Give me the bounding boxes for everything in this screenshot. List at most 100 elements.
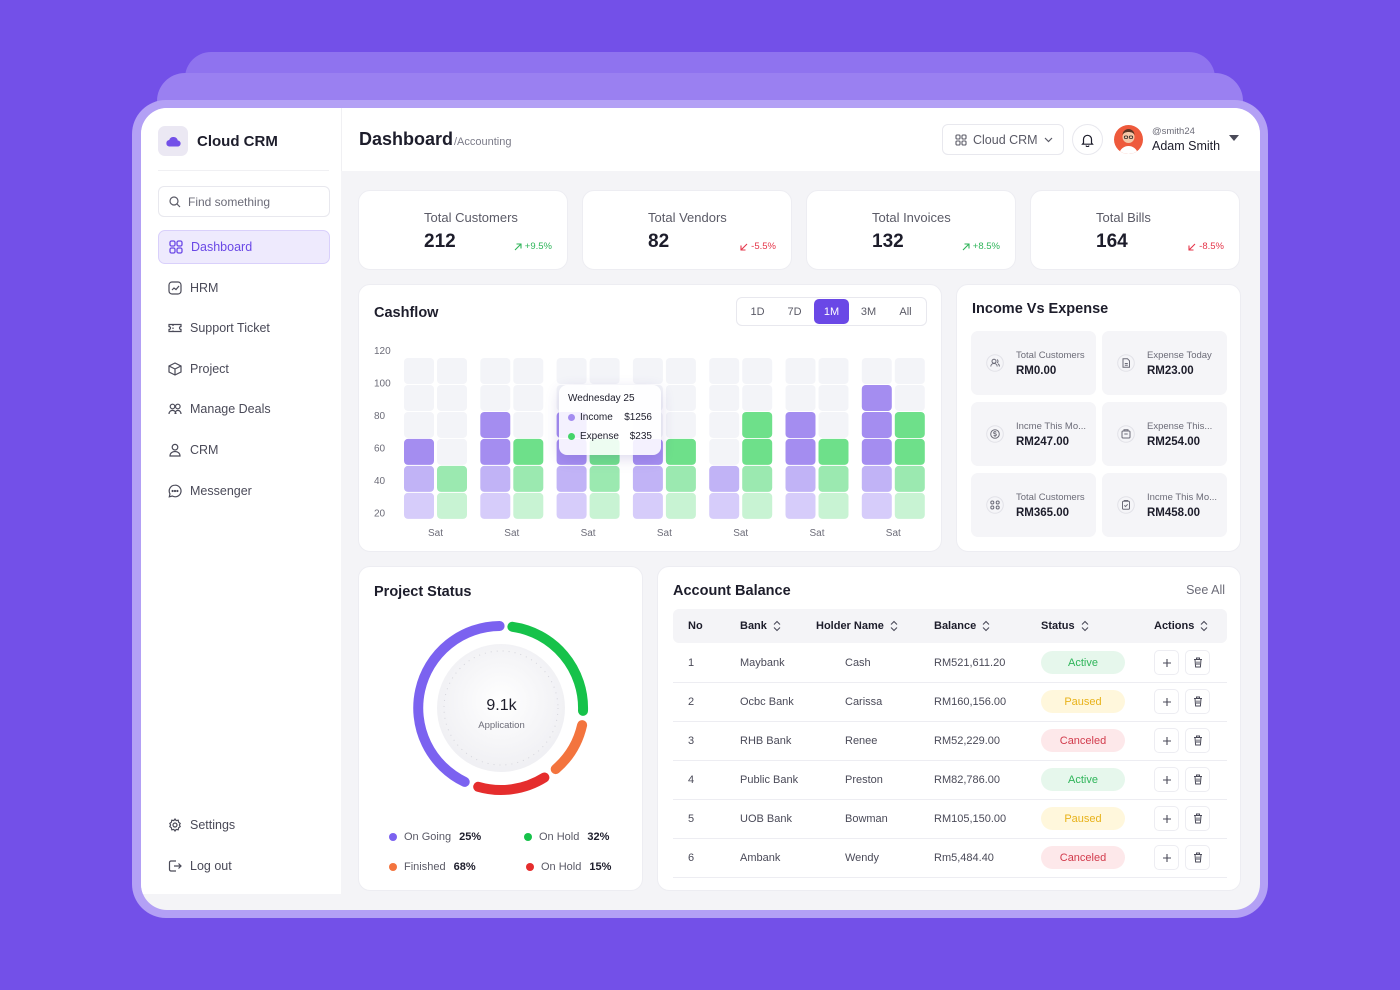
arrow-up-right-icon [514, 242, 522, 250]
tooltip-income-label: Income [580, 412, 613, 423]
income-bar-block [709, 465, 740, 492]
empty-block [709, 358, 740, 384]
range-3m[interactable]: 3M [860, 305, 877, 318]
trash-icon [1193, 657, 1202, 668]
legend-percent: 15% [589, 861, 612, 873]
ive-tile[interactable]: Expense Today RM23.00 [1102, 331, 1227, 395]
ive-tile[interactable]: Incme This Mo... RM458.00 [1102, 473, 1227, 537]
column-header-label: Status [1041, 620, 1075, 632]
sidebar-item-messenger[interactable]: Messenger [158, 474, 330, 508]
column-header-actions[interactable]: Actions [1154, 620, 1208, 632]
user-handle: @smith24 [1152, 126, 1195, 137]
expense-bar-block [894, 411, 925, 438]
column-header-holder[interactable]: Holder Name [816, 620, 898, 632]
caret-down-icon[interactable] [1228, 134, 1240, 142]
sort-icon [982, 620, 990, 632]
sidebar-item-settings[interactable]: Settings [158, 808, 330, 842]
cell-balance: RM521,611.20 [934, 657, 1006, 669]
gear-icon [169, 818, 181, 832]
legend-label: Finished [404, 861, 446, 873]
dollar-icon [986, 425, 1004, 443]
legend-label: On Hold [541, 861, 582, 873]
sidebar-item-label: Log out [190, 858, 232, 873]
column-header-label: Actions [1154, 620, 1195, 632]
delete-button[interactable] [1185, 689, 1210, 714]
expense-bar-block [894, 465, 925, 492]
sidebar-item-crm[interactable]: CRM [158, 433, 330, 467]
stat-card-bills[interactable]: Total Bills 164 -8.5% [1030, 190, 1240, 270]
avatar[interactable] [1114, 125, 1143, 154]
range-1m[interactable]: 1M [814, 299, 849, 324]
range-7d[interactable]: 7D [787, 305, 802, 318]
income-bar-block [556, 465, 587, 492]
invoice-icon [836, 222, 849, 239]
donut-center-value: 9.1k [486, 697, 517, 714]
user-icon [169, 443, 181, 457]
stat-card-vendors[interactable]: Total Vendors 82 -5.5% [582, 190, 792, 270]
ive-tile-value: RM0.00 [1016, 365, 1057, 377]
empty-block [513, 411, 544, 438]
column-header-status[interactable]: Status [1041, 620, 1089, 632]
search-box[interactable] [158, 186, 330, 217]
box-icon [168, 362, 182, 376]
expense-bar-block [437, 492, 467, 519]
x-tick-label: Sat [504, 528, 519, 539]
sidebar-item-support-ticket[interactable]: Support Ticket [158, 311, 330, 345]
legend-dot [526, 863, 534, 871]
donut-segment-onhold [507, 621, 589, 716]
income-bar-block [861, 438, 892, 465]
add-button[interactable] [1154, 689, 1179, 714]
stat-value: 132 [872, 231, 904, 252]
note-icon [611, 223, 626, 238]
plus-icon [1162, 814, 1171, 823]
empty-block [437, 358, 467, 384]
add-button[interactable] [1154, 650, 1179, 675]
income-bar-block [785, 438, 816, 465]
ive-tile[interactable]: Total Customers RM0.00 [971, 331, 1096, 395]
ive-tile[interactable]: Incme This Mo... RM247.00 [971, 402, 1096, 466]
delete-button[interactable] [1185, 650, 1210, 675]
empty-block [437, 411, 467, 438]
donut-inner-ring [443, 650, 559, 766]
ive-tile[interactable]: Expense This... RM254.00 [1102, 402, 1227, 466]
legend-label: On Going [404, 831, 452, 843]
brand[interactable]: Cloud CRM [158, 126, 278, 156]
search-input[interactable] [188, 194, 323, 209]
ive-tile[interactable]: Total Customers RM365.00 [971, 473, 1096, 537]
sidebar-item-logout[interactable]: Log out [158, 849, 330, 883]
delete-button[interactable] [1185, 845, 1210, 870]
tooltip-expense-row: Expense $235 [568, 431, 652, 442]
add-button[interactable] [1154, 806, 1179, 831]
delete-button[interactable] [1185, 728, 1210, 753]
empty-block [480, 384, 511, 411]
column-header-balance[interactable]: Balance [934, 620, 990, 632]
cashflow-chart: 120 100 80 60 40 20 Sat Sat Sat Sat Sat Sat Sat [374, 346, 925, 539]
cell-balance: RM82,786.00 [934, 774, 1001, 786]
add-button[interactable] [1154, 767, 1179, 792]
expense-bar-block [513, 492, 544, 519]
add-button[interactable] [1154, 845, 1179, 870]
legend-percent: 25% [459, 831, 482, 843]
ticket-icon [168, 324, 182, 333]
sidebar-item-label: Settings [190, 818, 236, 832]
sidebar-item-dashboard[interactable]: Dashboard [158, 230, 330, 264]
brand-name: Cloud CRM [197, 132, 278, 150]
empty-block [894, 358, 925, 384]
notification-button[interactable] [1072, 124, 1103, 155]
workspace-select[interactable]: Cloud CRM [942, 124, 1064, 155]
sidebar-item-hrm[interactable]: HRM [158, 271, 330, 305]
range-1d[interactable]: 1D [750, 305, 765, 318]
stat-card-customers[interactable]: Total Customers 212 +9.5% [358, 190, 568, 270]
see-all-link[interactable]: See All [1186, 583, 1225, 597]
sidebar-item-manage-deals[interactable]: Manage Deals [158, 392, 330, 426]
delete-button[interactable] [1185, 767, 1210, 792]
chevron-down-icon [1044, 137, 1053, 142]
column-header-bank[interactable]: Bank [740, 620, 781, 632]
add-button[interactable] [1154, 728, 1179, 753]
sidebar-item-project[interactable]: Project [158, 352, 330, 386]
income-bar-block [709, 492, 740, 519]
range-all[interactable]: All [899, 305, 912, 318]
sidebar-item-label: Dashboard [191, 240, 253, 254]
delete-button[interactable] [1185, 806, 1210, 831]
stat-card-invoices[interactable]: Total Invoices 132 +8.5% [806, 190, 1016, 270]
